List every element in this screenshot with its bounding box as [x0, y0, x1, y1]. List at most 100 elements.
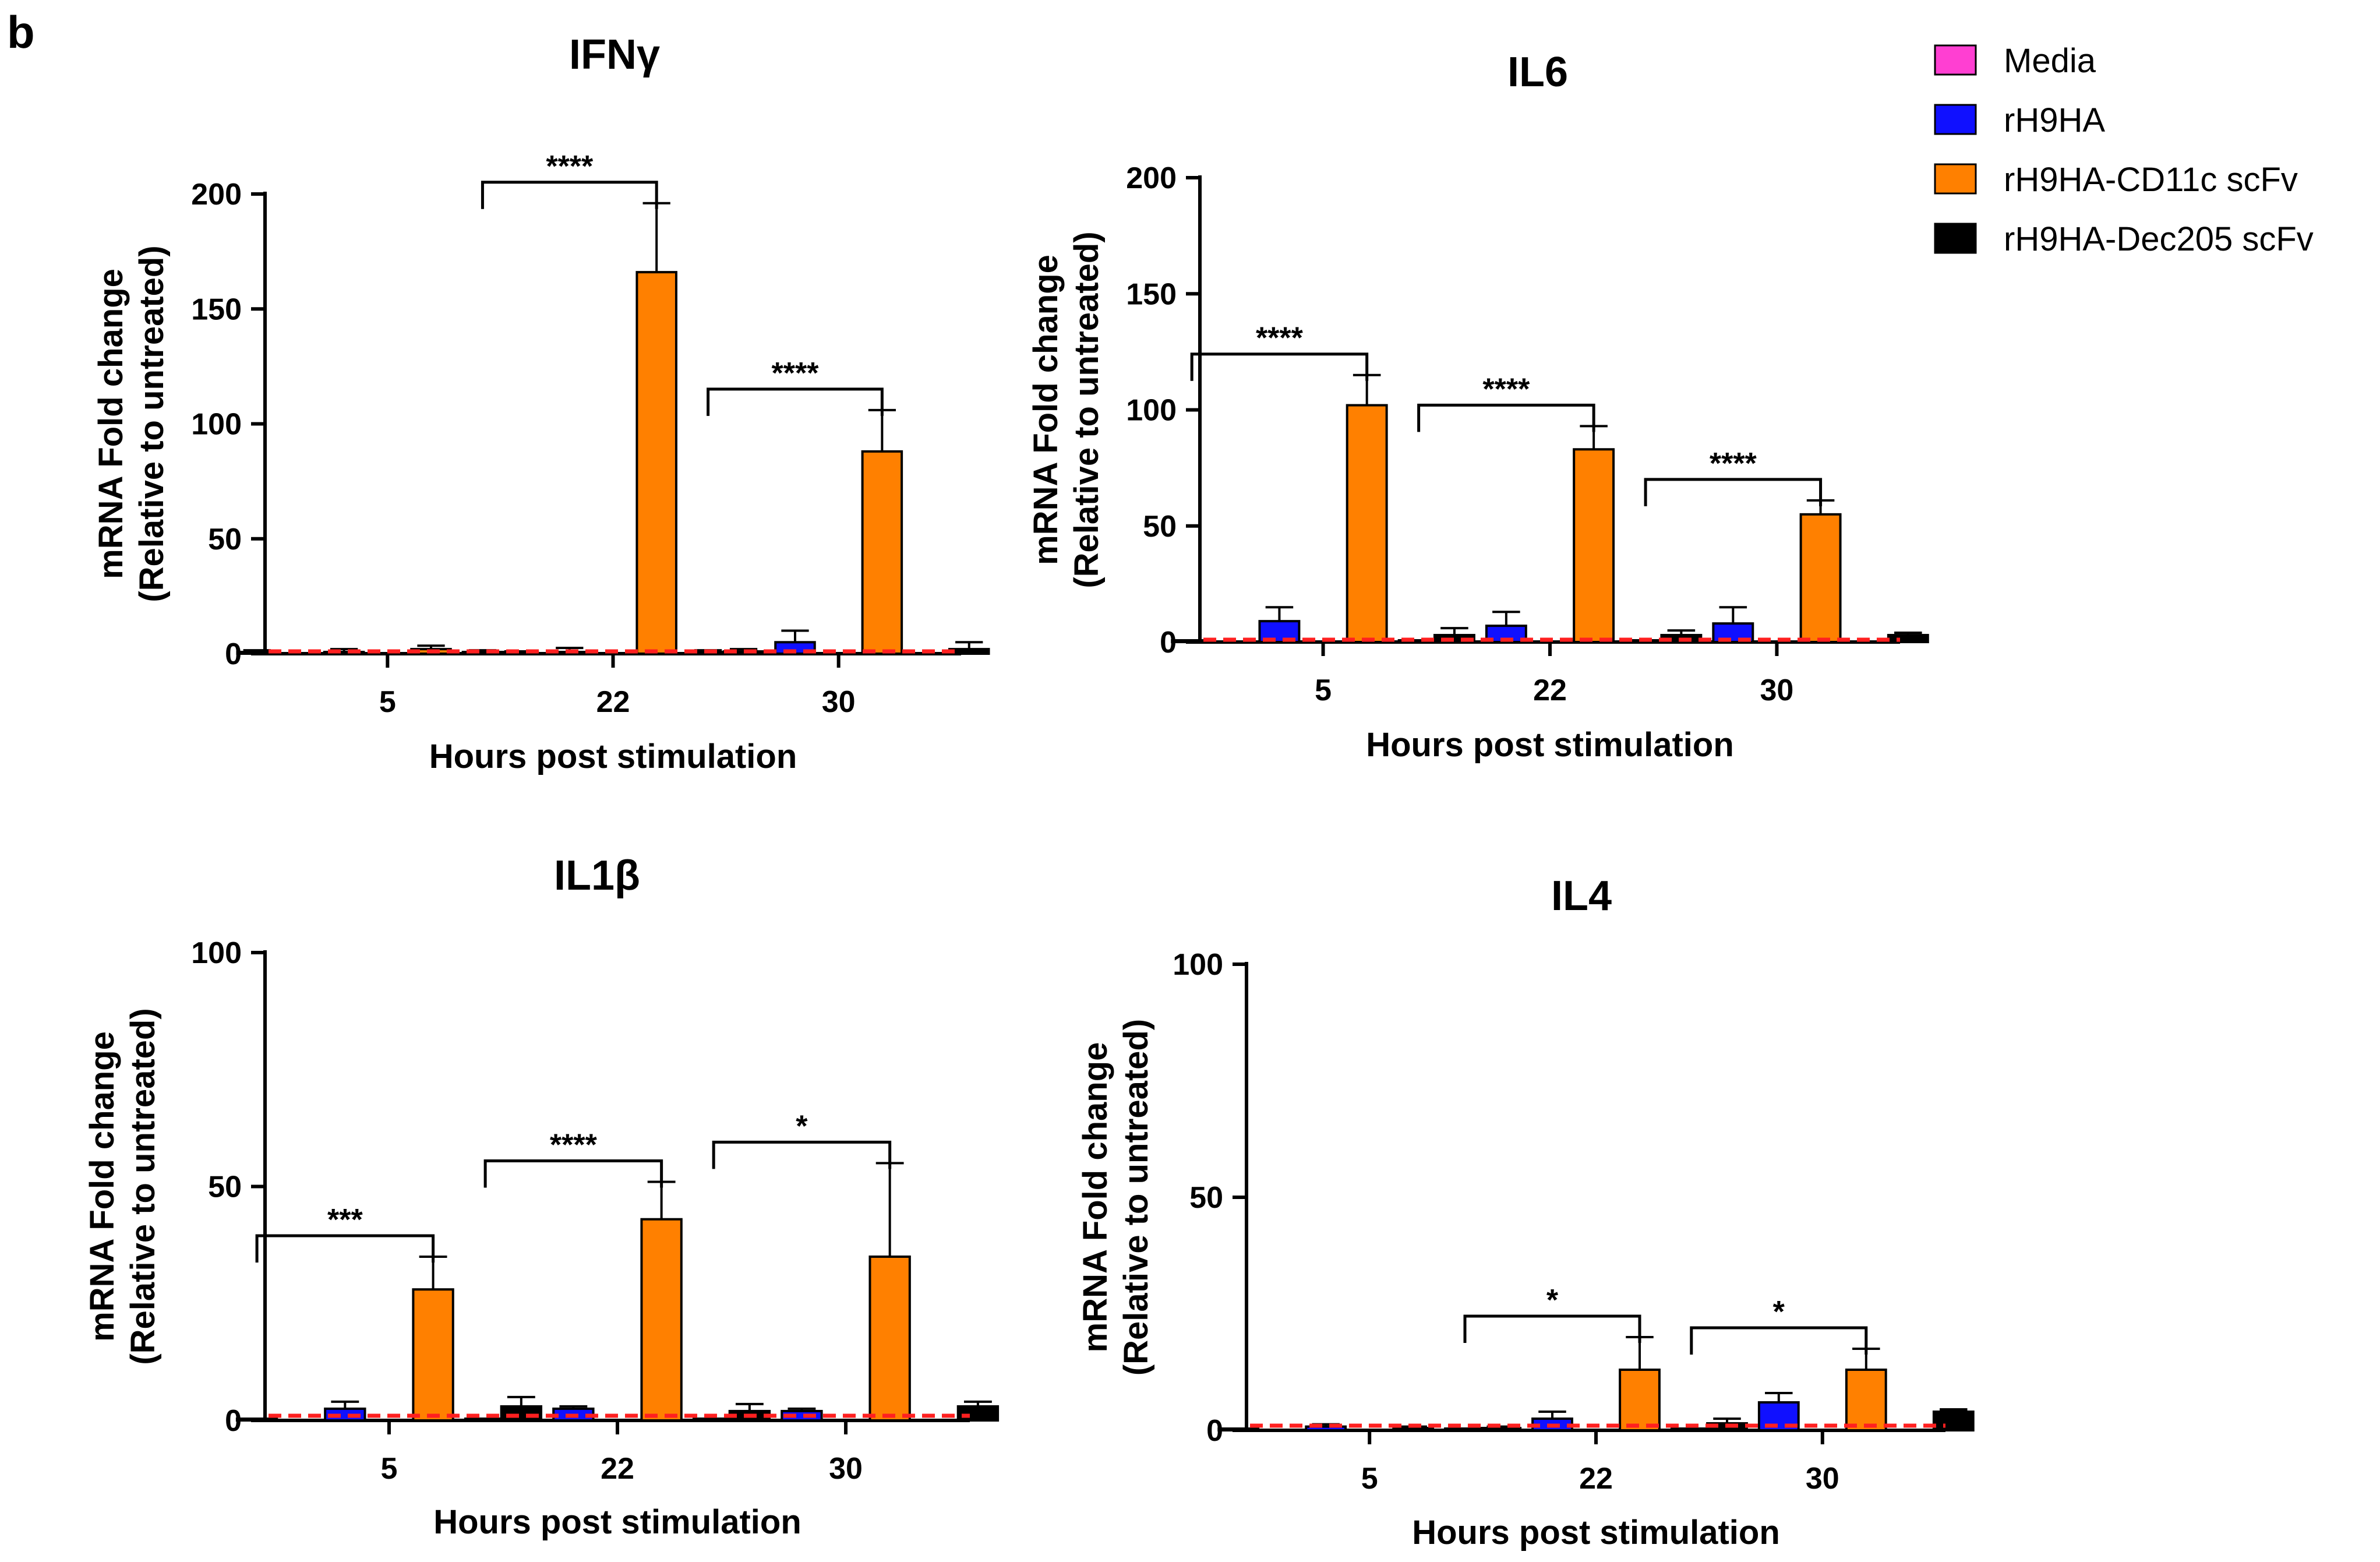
- bar: [1573, 448, 1615, 643]
- y-tick-label: 150: [191, 292, 242, 326]
- bar: [1217, 1427, 1260, 1431]
- significance-bracket: [1417, 403, 1595, 432]
- chart-title: IL1β: [554, 852, 640, 899]
- x-tick-label: 5: [379, 685, 396, 719]
- bar: [464, 1418, 507, 1422]
- bar: [692, 1418, 735, 1422]
- legend-swatch: [1934, 223, 1977, 254]
- bar: [1433, 634, 1475, 644]
- bar: [1479, 1427, 1522, 1431]
- significance-bracket: [1463, 1314, 1641, 1343]
- significance-label: *: [796, 1109, 808, 1143]
- y-axis-label-line: (Relative to untreated): [124, 1008, 162, 1364]
- y-axis-label: mRNA Fold change(Relative to untreated): [83, 1008, 162, 1364]
- x-tick-label: 22: [596, 685, 630, 719]
- legend-swatch: [1934, 104, 1977, 135]
- panel-letter: b: [7, 6, 35, 58]
- bar: [640, 1218, 683, 1422]
- significance-label: *: [1773, 1295, 1785, 1329]
- significance-label: ****: [1256, 322, 1304, 355]
- bar: [868, 1255, 911, 1422]
- bar: [1444, 1427, 1486, 1431]
- bar: [1887, 634, 1929, 644]
- x-axis-label: Hours post stimulation: [1366, 726, 1734, 764]
- y-tick-label: 150: [1126, 277, 1177, 311]
- y-axis-label-line: mRNA Fold change: [1076, 1042, 1114, 1353]
- bar: [861, 450, 903, 655]
- legend-swatch: [1934, 163, 1977, 195]
- bar: [956, 1405, 1000, 1422]
- y-tick-label: 50: [1189, 1181, 1223, 1215]
- y-tick-label: 200: [191, 178, 242, 211]
- y-axis-label-line: mRNA Fold change: [83, 1031, 121, 1342]
- bar: [1346, 404, 1388, 644]
- x-tick-label: 30: [829, 1452, 863, 1486]
- bar: [1932, 1411, 1975, 1431]
- bar: [635, 271, 677, 655]
- bar: [1670, 1427, 1712, 1431]
- y-axis-label: mRNA Fold change(Relative to untreated): [92, 245, 171, 602]
- y-tick-label: 100: [1173, 948, 1223, 982]
- legend-label: rH9HA: [2004, 101, 2105, 139]
- bar: [323, 651, 365, 655]
- bar: [781, 1409, 823, 1422]
- y-axis-label: mRNA Fold change(Relative to untreated): [1027, 231, 1106, 588]
- bar: [1799, 513, 1842, 644]
- y-tick-label: 50: [208, 1170, 242, 1204]
- x-tick-label: 5: [1315, 674, 1332, 707]
- y-tick-label: 100: [191, 408, 242, 442]
- y-axis-label-line: (Relative to untreated): [1068, 231, 1106, 588]
- y-axis-label-line: (Relative to untreated): [1117, 1019, 1155, 1376]
- y-tick-label: 100: [191, 936, 242, 970]
- bar: [461, 651, 504, 655]
- chart-title: IL4: [1551, 873, 1612, 919]
- x-tick-label: 22: [1533, 674, 1567, 707]
- bar: [1845, 1369, 1887, 1431]
- y-tick-label: 200: [1126, 161, 1177, 195]
- significance-label: ***: [327, 1203, 363, 1237]
- legend-label: rH9HA-CD11c scFv: [2004, 161, 2298, 199]
- significance-bracket: [255, 1234, 435, 1263]
- significance-bracket: [481, 181, 658, 209]
- bar: [235, 1418, 278, 1422]
- significance-label: ****: [546, 150, 594, 184]
- legend-swatch: [1934, 44, 1977, 76]
- significance-bracket: [1690, 1326, 1868, 1355]
- significance-bracket: [712, 1140, 892, 1169]
- bar: [1392, 1427, 1435, 1431]
- bar: [1305, 1425, 1347, 1432]
- bar: [412, 1288, 454, 1422]
- bar: [1619, 1369, 1661, 1431]
- chart-title: IFNγ: [569, 31, 660, 78]
- significance-label: *: [1546, 1284, 1559, 1317]
- significance-label: ****: [1482, 372, 1530, 406]
- x-tick-label: 5: [380, 1452, 397, 1486]
- significance-bracket: [707, 387, 884, 416]
- significance-label: ****: [1710, 447, 1757, 481]
- x-axis-label: Hours post stimulation: [429, 738, 797, 775]
- x-tick-label: 30: [1760, 674, 1794, 707]
- x-tick-label: 22: [601, 1452, 634, 1486]
- y-tick-label: 100: [1126, 394, 1177, 428]
- y-axis-label-line: mRNA Fold change: [1027, 255, 1065, 565]
- x-tick-label: 22: [1579, 1462, 1613, 1496]
- y-tick-label: 50: [1143, 510, 1177, 544]
- y-tick-label: 50: [208, 523, 242, 556]
- x-axis-label: Hours post stimulation: [1412, 1514, 1780, 1552]
- bar: [500, 1405, 543, 1422]
- significance-bracket: [1190, 352, 1369, 381]
- y-axis-label-line: (Relative to untreated): [133, 245, 171, 602]
- legend-label: Media: [2004, 42, 2096, 80]
- significance-label: ****: [772, 357, 820, 390]
- significance-bracket: [1644, 478, 1823, 506]
- significance-label: ****: [550, 1128, 598, 1162]
- significance-bracket: [483, 1159, 663, 1188]
- x-tick-label: 30: [822, 685, 856, 719]
- legend-label: rH9HA-Dec205 scFv: [2004, 220, 2314, 258]
